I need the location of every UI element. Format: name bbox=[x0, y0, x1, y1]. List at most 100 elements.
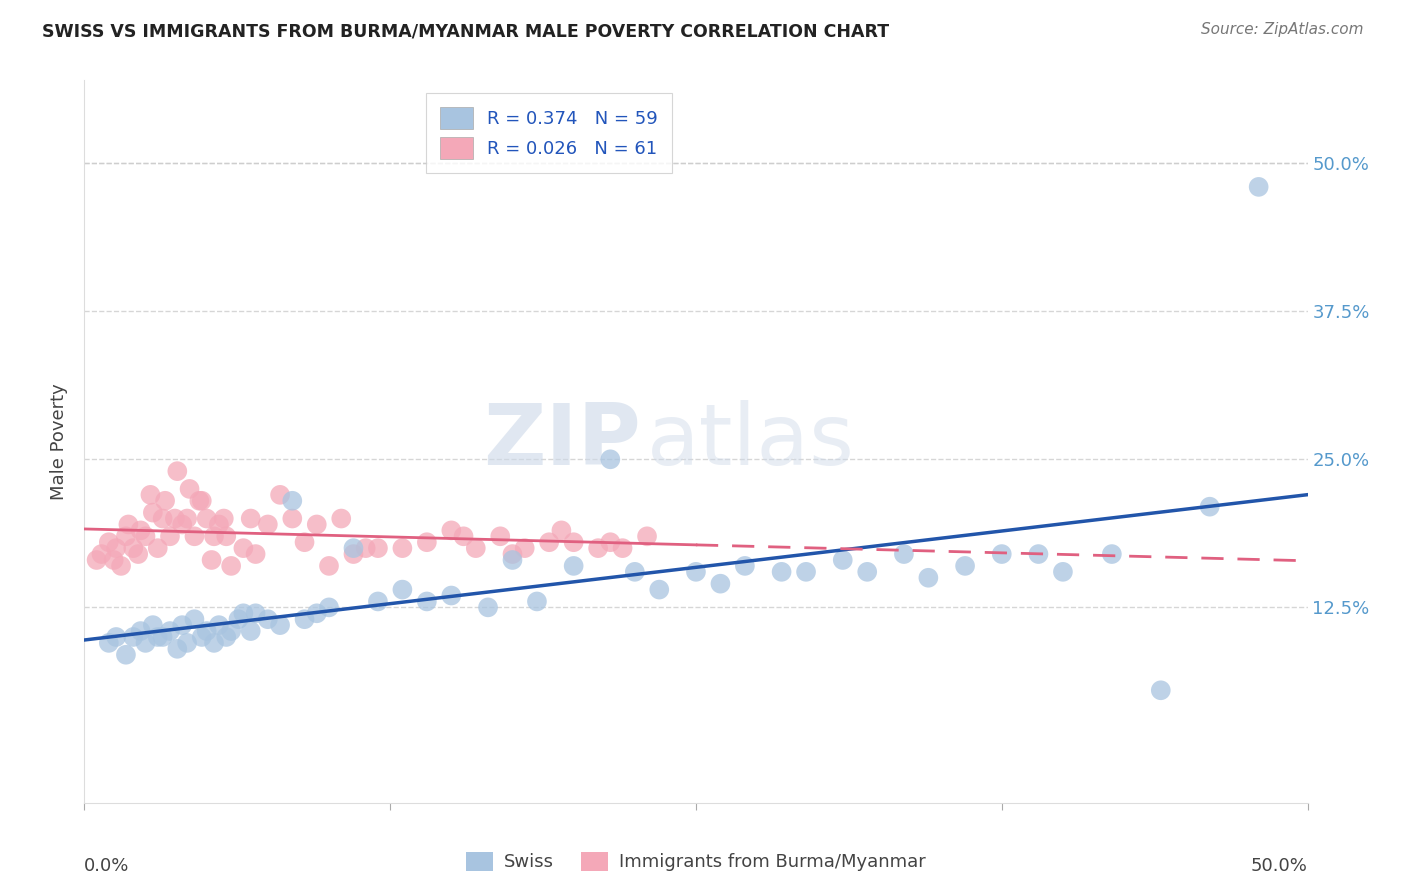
Point bbox=[153, 493, 176, 508]
Point bbox=[86, 553, 108, 567]
Point bbox=[586, 541, 609, 556]
Text: ZIP: ZIP bbox=[484, 400, 641, 483]
Point bbox=[734, 558, 756, 573]
Point bbox=[831, 553, 853, 567]
Point bbox=[202, 636, 225, 650]
Point bbox=[129, 524, 152, 538]
Text: atlas: atlas bbox=[647, 400, 855, 483]
Point bbox=[219, 558, 242, 573]
Point bbox=[195, 624, 218, 638]
Point bbox=[367, 541, 389, 556]
Point bbox=[188, 493, 211, 508]
Point bbox=[97, 535, 120, 549]
Text: SWISS VS IMMIGRANTS FROM BURMA/MYANMAR MALE POVERTY CORRELATION CHART: SWISS VS IMMIGRANTS FROM BURMA/MYANMAR M… bbox=[42, 22, 890, 40]
Point bbox=[208, 517, 231, 532]
Point bbox=[228, 612, 250, 626]
Point bbox=[183, 529, 205, 543]
Point bbox=[599, 452, 621, 467]
Point bbox=[117, 517, 139, 532]
Point bbox=[367, 594, 389, 608]
Point bbox=[152, 511, 174, 525]
Point bbox=[166, 641, 188, 656]
Point bbox=[636, 529, 658, 543]
Y-axis label: Male Poverty: Male Poverty bbox=[51, 384, 69, 500]
Point bbox=[502, 547, 524, 561]
Point bbox=[129, 624, 152, 638]
Text: 0.0%: 0.0% bbox=[84, 857, 129, 875]
Point bbox=[257, 517, 280, 532]
Point bbox=[893, 547, 915, 561]
Point bbox=[105, 630, 128, 644]
Point bbox=[953, 558, 976, 573]
Point bbox=[440, 524, 463, 538]
Point bbox=[212, 511, 235, 525]
Point bbox=[232, 607, 254, 621]
Point bbox=[269, 488, 291, 502]
Point bbox=[183, 612, 205, 626]
Point bbox=[115, 529, 138, 543]
Point bbox=[142, 618, 165, 632]
Point bbox=[281, 511, 304, 525]
Point bbox=[648, 582, 671, 597]
Point bbox=[269, 618, 291, 632]
Point bbox=[232, 541, 254, 556]
Point bbox=[1198, 500, 1220, 514]
Point bbox=[513, 541, 536, 556]
Point bbox=[115, 648, 138, 662]
Point bbox=[612, 541, 634, 556]
Point bbox=[330, 511, 353, 525]
Point bbox=[991, 547, 1014, 561]
Point bbox=[1247, 180, 1270, 194]
Point bbox=[239, 624, 262, 638]
Point bbox=[179, 482, 201, 496]
Point bbox=[624, 565, 647, 579]
Point bbox=[176, 511, 198, 525]
Point bbox=[105, 541, 128, 556]
Point bbox=[139, 488, 162, 502]
Point bbox=[538, 535, 561, 549]
Point bbox=[135, 636, 157, 650]
Point bbox=[163, 511, 186, 525]
Point bbox=[562, 558, 585, 573]
Point bbox=[122, 630, 145, 644]
Point bbox=[215, 529, 238, 543]
Legend: Swiss, Immigrants from Burma/Myanmar: Swiss, Immigrants from Burma/Myanmar bbox=[457, 843, 935, 880]
Point bbox=[191, 630, 214, 644]
Point bbox=[342, 541, 364, 556]
Point bbox=[305, 607, 328, 621]
Point bbox=[342, 547, 364, 561]
Point bbox=[305, 517, 328, 532]
Point bbox=[709, 576, 731, 591]
Point bbox=[245, 607, 267, 621]
Point bbox=[562, 535, 585, 549]
Point bbox=[90, 547, 112, 561]
Point bbox=[391, 582, 413, 597]
Point bbox=[146, 541, 169, 556]
Point bbox=[215, 630, 238, 644]
Point bbox=[502, 553, 524, 567]
Point bbox=[1052, 565, 1074, 579]
Point bbox=[1150, 683, 1173, 698]
Point bbox=[219, 624, 242, 638]
Point bbox=[110, 558, 132, 573]
Point bbox=[318, 600, 340, 615]
Point bbox=[257, 612, 280, 626]
Point bbox=[122, 541, 145, 556]
Point bbox=[172, 517, 194, 532]
Point bbox=[172, 618, 194, 632]
Point bbox=[294, 535, 316, 549]
Point bbox=[526, 594, 548, 608]
Point bbox=[318, 558, 340, 573]
Point bbox=[166, 464, 188, 478]
Point bbox=[770, 565, 793, 579]
Point bbox=[1028, 547, 1050, 561]
Point bbox=[440, 589, 463, 603]
Point bbox=[550, 524, 572, 538]
Point bbox=[391, 541, 413, 556]
Point bbox=[146, 630, 169, 644]
Point bbox=[294, 612, 316, 626]
Point bbox=[489, 529, 512, 543]
Point bbox=[685, 565, 707, 579]
Point bbox=[195, 511, 218, 525]
Point bbox=[281, 493, 304, 508]
